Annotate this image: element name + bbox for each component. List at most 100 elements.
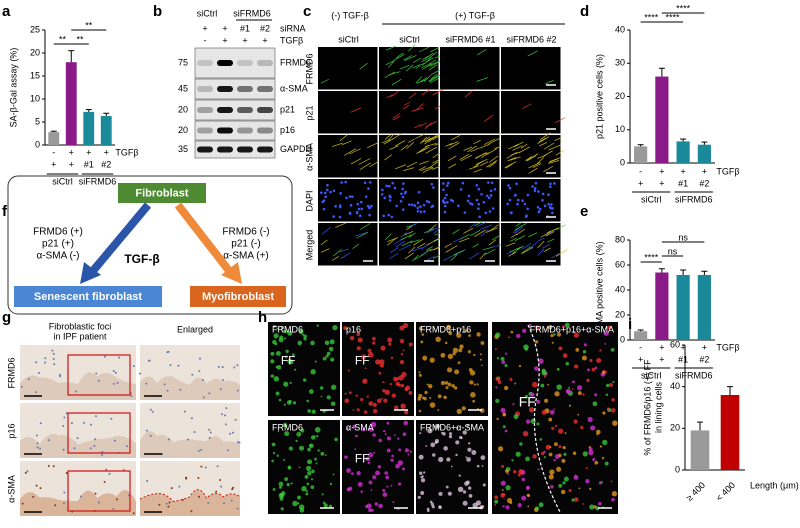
fiber — [546, 227, 559, 234]
signal — [543, 456, 546, 459]
y-axis-label: SA-β-Gal assay (%) — [8, 48, 18, 128]
fiber — [349, 148, 361, 155]
nucleus — [400, 192, 403, 196]
signal — [573, 331, 575, 334]
signal — [511, 459, 514, 462]
fiber — [420, 77, 428, 82]
nucleus — [549, 185, 552, 189]
signal — [302, 333, 305, 336]
nucleus — [94, 492, 97, 495]
channel-label: FRMD6 — [272, 324, 303, 334]
signal — [500, 407, 506, 413]
condition-label: #1 — [678, 178, 688, 188]
signal — [431, 505, 435, 509]
nucleus — [387, 184, 391, 188]
nucleus — [83, 421, 86, 424]
nucleus — [113, 439, 116, 442]
column-title: in IPF patient — [53, 331, 107, 341]
nucleus — [139, 372, 142, 375]
nucleus — [368, 181, 372, 184]
fiber — [386, 94, 393, 99]
nucleus — [344, 180, 347, 184]
row-label: DAPI — [304, 190, 314, 211]
bar — [690, 430, 710, 470]
signal — [522, 430, 529, 437]
blot-strip — [194, 99, 276, 121]
signal — [562, 481, 566, 485]
nucleus — [54, 504, 57, 507]
signal — [305, 492, 309, 496]
ff-label: FF — [355, 452, 370, 466]
nucleus — [358, 214, 362, 218]
fiber — [512, 145, 523, 151]
signal — [545, 444, 551, 450]
blot-band — [237, 146, 253, 153]
nucleus — [183, 410, 186, 413]
signal — [521, 328, 527, 334]
fiber — [469, 252, 480, 260]
signal — [330, 357, 335, 362]
bar — [676, 275, 690, 340]
fiber — [411, 246, 424, 252]
condition-label: + — [86, 147, 91, 157]
signal — [382, 488, 386, 492]
signal — [458, 474, 461, 477]
tissue — [20, 489, 136, 516]
nucleus — [200, 449, 203, 452]
signal — [577, 413, 580, 416]
signal — [368, 427, 372, 432]
signal — [418, 393, 423, 398]
marker-text: FRMD6 (-) — [222, 227, 269, 238]
nucleus — [215, 490, 218, 493]
fiber — [539, 142, 548, 147]
nucleus — [76, 437, 79, 440]
signal — [305, 490, 308, 493]
fiber — [463, 146, 473, 151]
signal — [272, 324, 276, 328]
fiber — [548, 160, 560, 164]
signal — [538, 502, 544, 508]
fiber — [389, 252, 399, 259]
fiber — [341, 140, 352, 146]
signal — [580, 425, 584, 430]
signal — [540, 452, 545, 456]
signal — [468, 486, 472, 490]
signal — [290, 482, 293, 485]
fiber — [528, 232, 538, 238]
y-tick-label: 15 — [30, 70, 40, 80]
blot-band — [217, 146, 233, 153]
signal — [534, 325, 540, 330]
nucleus — [478, 215, 481, 219]
signal — [386, 421, 390, 425]
signal — [514, 382, 517, 385]
fiber — [509, 156, 521, 161]
signal — [568, 404, 572, 407]
nucleus — [204, 466, 207, 469]
fiber — [385, 45, 396, 51]
signal — [272, 452, 276, 455]
signal — [447, 491, 452, 496]
signal — [481, 465, 484, 467]
protein-label: p21 — [280, 104, 295, 114]
blot-strip — [194, 78, 276, 100]
nucleus — [553, 182, 556, 185]
signal — [513, 414, 519, 420]
fiber — [504, 161, 517, 169]
signal — [475, 500, 482, 506]
fiber — [430, 69, 441, 76]
signal — [607, 325, 612, 330]
fiber — [422, 58, 431, 66]
signal — [271, 442, 276, 447]
condition-label: + — [702, 342, 707, 352]
signal — [456, 332, 462, 338]
nucleus — [547, 202, 550, 206]
nucleus — [521, 199, 524, 202]
fiber — [408, 92, 417, 99]
signal — [558, 346, 563, 351]
lining-outline — [527, 324, 561, 513]
zoom-box — [67, 470, 131, 512]
fiber — [537, 237, 545, 242]
fiber — [538, 137, 547, 143]
signal — [553, 333, 556, 336]
